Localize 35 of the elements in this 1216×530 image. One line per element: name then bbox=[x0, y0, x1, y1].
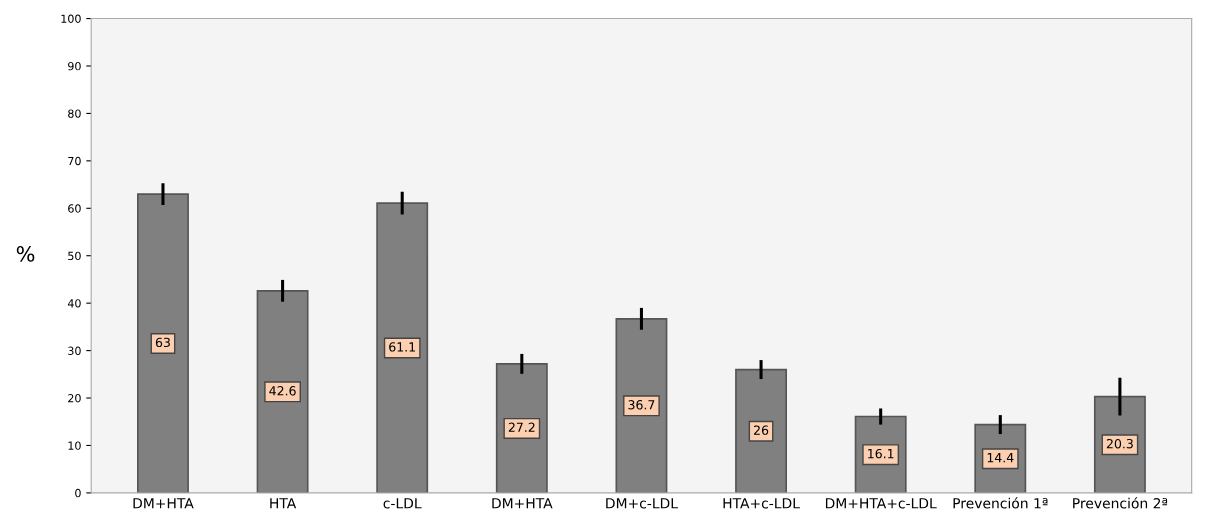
y-tick-label: 50 bbox=[68, 251, 81, 261]
y-tick-label: 70 bbox=[68, 156, 81, 166]
data-label: 63 bbox=[155, 337, 170, 348]
y-tick-label: 90 bbox=[68, 61, 81, 71]
x-tick-label: DM+HTA bbox=[133, 498, 194, 509]
data-label: 36.7 bbox=[628, 400, 655, 410]
data-label: 42.6 bbox=[269, 386, 296, 396]
bar bbox=[256, 289, 309, 493]
bar bbox=[735, 368, 788, 493]
data-label: 61.1 bbox=[389, 342, 415, 352]
y-tick-label: 40 bbox=[67, 299, 81, 308]
data-label: 27.2 bbox=[508, 422, 535, 432]
y-tick-label: 60 bbox=[68, 204, 81, 213]
y-tick-label: 20 bbox=[68, 394, 81, 403]
y-tick-label: 0 bbox=[75, 488, 81, 498]
data-label: 14.4 bbox=[987, 453, 1014, 463]
bar bbox=[137, 193, 189, 493]
x-tick-label: HTA+c-LDL bbox=[723, 498, 800, 509]
y-tick-label: 100 bbox=[61, 14, 81, 23]
x-tick-label: DM+HTA bbox=[492, 498, 553, 509]
x-tick-label: DM+c-LDL bbox=[606, 498, 678, 509]
bar bbox=[376, 202, 429, 493]
x-tick-label: Prevención 2ª bbox=[1073, 497, 1168, 509]
data-label: 16.1 bbox=[868, 448, 894, 459]
x-tick-label: c-LDL bbox=[383, 498, 422, 509]
x-tick-label: HTA bbox=[270, 498, 297, 509]
y-tick-label: 10 bbox=[68, 441, 81, 450]
y-tick-label: 80 bbox=[68, 109, 81, 118]
x-tick-label: Prevención 1ª bbox=[953, 497, 1048, 509]
y-axis-title: % bbox=[16, 246, 35, 262]
x-tick-label: DM+HTA+c-LDL bbox=[825, 498, 937, 509]
data-label: 26 bbox=[754, 425, 769, 435]
data-label: 20.3 bbox=[1106, 438, 1133, 449]
y-tick-label: 30 bbox=[68, 346, 81, 355]
bar bbox=[615, 317, 668, 493]
